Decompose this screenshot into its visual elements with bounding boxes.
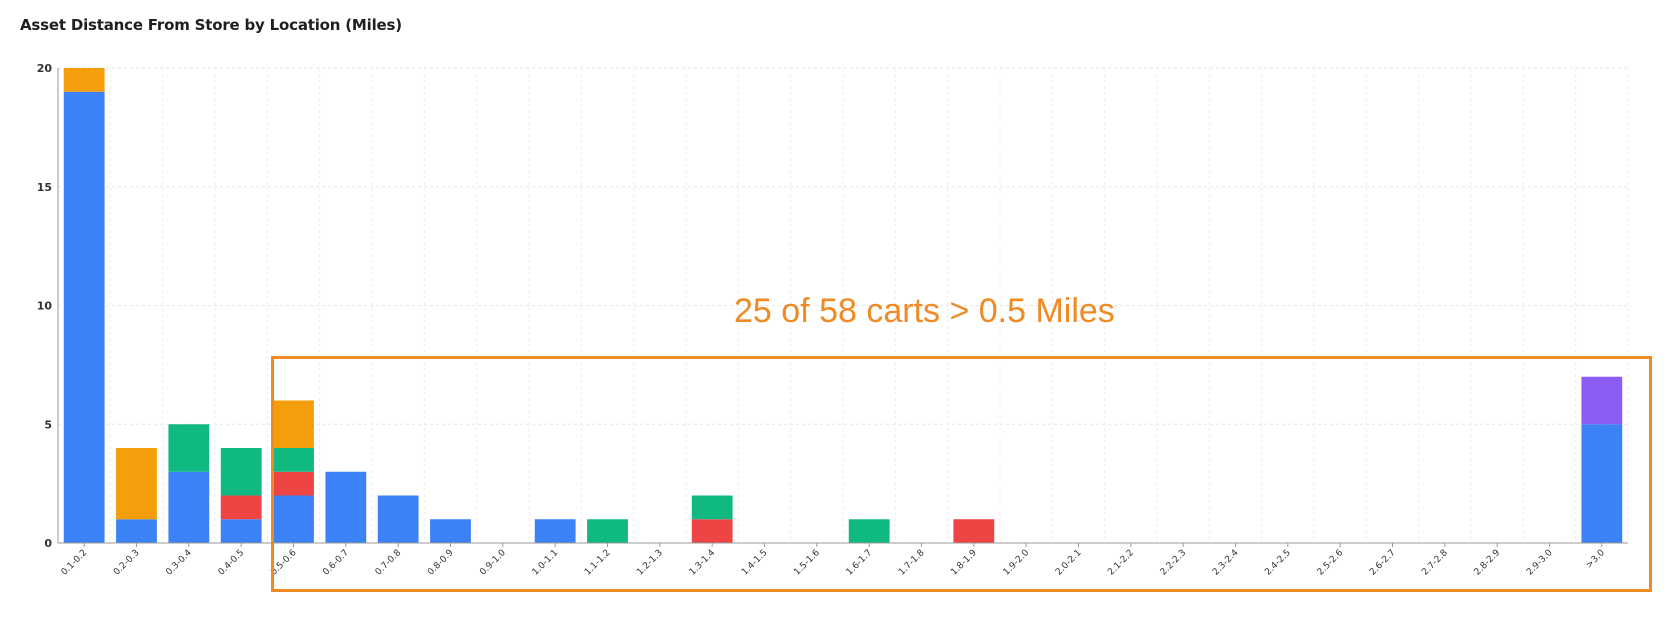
y-tick-label: 5	[44, 418, 52, 431]
bar-segment	[273, 448, 314, 472]
bar-segment	[691, 519, 733, 543]
y-tick-label: 10	[37, 300, 53, 313]
highlight-box	[271, 356, 1652, 592]
bar-segment	[116, 519, 157, 543]
bar-segment	[953, 519, 995, 543]
bar-segment	[1581, 376, 1623, 425]
x-tick-label: 0.4-0.5	[217, 548, 247, 578]
x-tick-label: 0.2-0.3	[112, 548, 142, 578]
bar-segment	[63, 68, 105, 92]
bar-segment	[325, 471, 367, 543]
bar-segment	[220, 519, 262, 543]
bar-segment	[691, 495, 733, 520]
grid-layer	[57, 67, 1629, 543]
bar-segment	[534, 519, 576, 543]
bar-segment	[116, 448, 157, 520]
bar-segment	[273, 495, 314, 543]
bars-layer	[63, 68, 1623, 543]
x-tick-label: 0.1-0.2	[60, 548, 90, 578]
bar-segment	[273, 400, 314, 448]
bar-segment	[63, 91, 105, 543]
y-tick-label: 15	[37, 181, 52, 194]
chart-title: Asset Distance From Store by Location (M…	[20, 16, 402, 34]
bar-segment	[1581, 424, 1623, 543]
bar-segment	[430, 519, 471, 543]
y-tick-label: 20	[37, 62, 53, 75]
bar-segment	[168, 471, 210, 543]
bar-segment	[848, 519, 890, 543]
bar-segment	[377, 495, 419, 543]
bar-segment	[220, 495, 262, 520]
bar-segment	[273, 471, 314, 496]
bar-segment	[587, 519, 628, 543]
x-tick-label: 0.3-0.4	[164, 548, 194, 578]
y-tick-label: 0	[44, 537, 52, 550]
callout-annotation: 25 of 58 carts > 0.5 Miles	[734, 292, 1115, 330]
bar-segment	[168, 424, 210, 472]
bar-segment	[220, 448, 262, 496]
